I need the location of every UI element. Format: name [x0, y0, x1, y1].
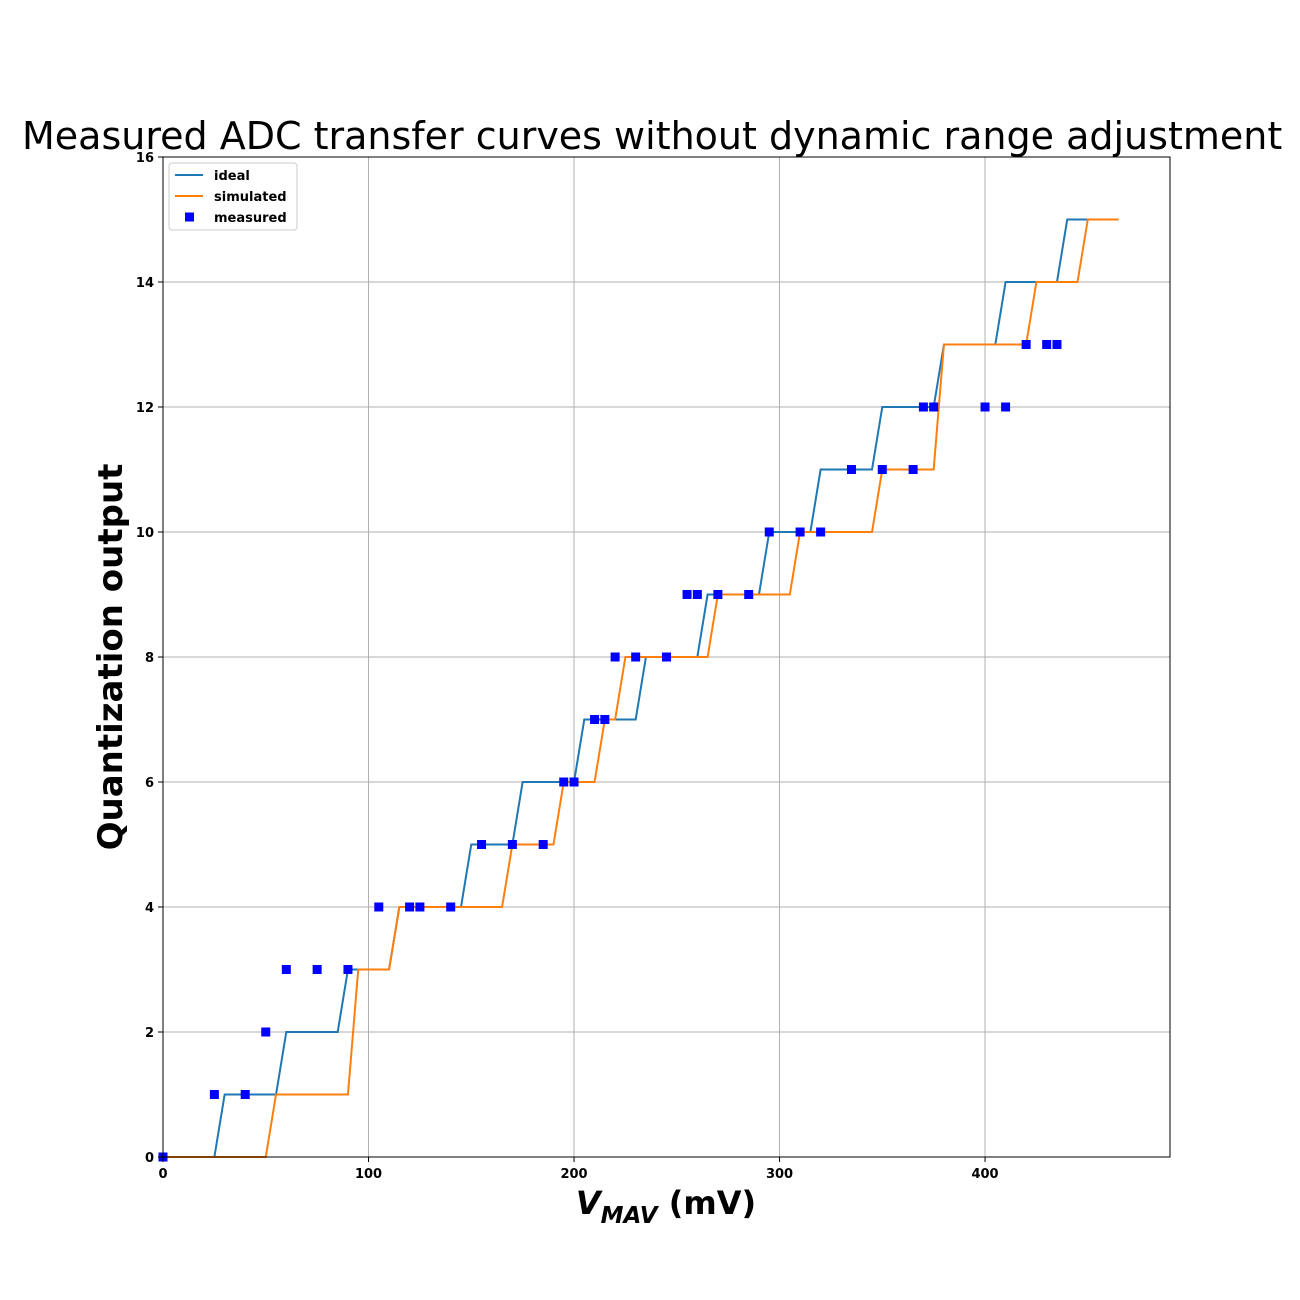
x-axis-label-main: V — [576, 1184, 603, 1222]
data-point-measured — [1052, 340, 1062, 349]
data-point-measured — [744, 590, 754, 599]
data-point-measured — [446, 902, 456, 912]
legend-label-ideal: ideal — [214, 169, 250, 184]
data-point-measured — [240, 1090, 250, 1099]
y-tick-label: 10 — [136, 526, 154, 541]
y-tick-label: 4 — [145, 901, 154, 916]
data-point-measured — [816, 527, 826, 537]
data-point-measured — [846, 465, 856, 474]
data-point-measured — [405, 902, 415, 912]
data-point-measured — [929, 402, 939, 412]
data-point-measured — [507, 840, 517, 849]
data-point-measured — [281, 965, 291, 974]
x-axis-label-sub: MAV — [601, 1203, 660, 1229]
y-axis-label: Quantization output — [91, 464, 131, 851]
data-point-measured — [713, 590, 723, 599]
legend-box — [168, 162, 298, 231]
series-line-ideal — [163, 218, 1119, 1158]
series-group — [158, 218, 1119, 1162]
data-point-measured — [312, 965, 322, 974]
data-point-measured — [559, 777, 569, 787]
data-point-measured — [682, 590, 692, 599]
legend-label-measured: measured — [214, 211, 287, 226]
data-point-measured — [569, 777, 579, 787]
y-tick-label: 12 — [136, 401, 154, 416]
data-point-measured — [374, 902, 384, 912]
data-point-measured — [477, 840, 487, 849]
x-tick-label: 200 — [560, 1167, 587, 1182]
data-point-measured — [590, 715, 600, 724]
x-axis-label-unit: (mV) — [658, 1184, 757, 1222]
y-tick-label: 0 — [145, 1151, 154, 1166]
data-point-measured — [600, 715, 610, 724]
y-tick-label: 8 — [145, 651, 154, 666]
x-tick-label: 400 — [971, 1167, 998, 1182]
data-point-measured — [209, 1090, 219, 1099]
data-point-measured — [795, 527, 805, 537]
data-point-measured — [261, 1027, 271, 1037]
y-tick-label: 14 — [136, 276, 154, 291]
y-axis: 0 2 4 6 8 10 12 14 16 — [136, 151, 163, 1166]
legend: ideal simulated measured — [168, 162, 298, 231]
legend-label-simulated: simulated — [214, 190, 287, 205]
x-axis-label: VMAV (mV) — [576, 1184, 756, 1229]
data-point-measured — [908, 465, 918, 474]
data-point-measured — [662, 652, 671, 662]
data-point-measured — [1021, 340, 1031, 349]
data-point-measured — [692, 590, 702, 599]
data-point-measured — [415, 902, 425, 912]
data-point-measured — [1042, 340, 1052, 349]
data-point-measured — [1001, 402, 1011, 412]
x-tick-label: 300 — [766, 1167, 793, 1182]
series-line-simulated — [163, 218, 1119, 1158]
data-point-measured — [631, 652, 641, 662]
y-tick-label: 16 — [136, 151, 154, 166]
data-point-measured — [343, 965, 353, 974]
x-axis: 0 100 200 300 400 — [158, 1157, 999, 1182]
data-point-measured — [918, 402, 928, 412]
data-point-measured — [538, 840, 548, 849]
data-point-measured — [610, 652, 620, 662]
y-tick-label: 6 — [145, 776, 154, 791]
y-tick-label: 2 — [145, 1026, 154, 1041]
chart-title: Measured ADC transfer curves without dyn… — [22, 114, 1282, 158]
legend-swatch-measured — [185, 212, 194, 222]
x-tick-label: 100 — [355, 1167, 382, 1182]
data-point-measured — [764, 527, 774, 537]
x-tick-label: 0 — [158, 1167, 167, 1182]
data-point-measured — [980, 402, 990, 412]
data-point-measured — [877, 465, 887, 474]
